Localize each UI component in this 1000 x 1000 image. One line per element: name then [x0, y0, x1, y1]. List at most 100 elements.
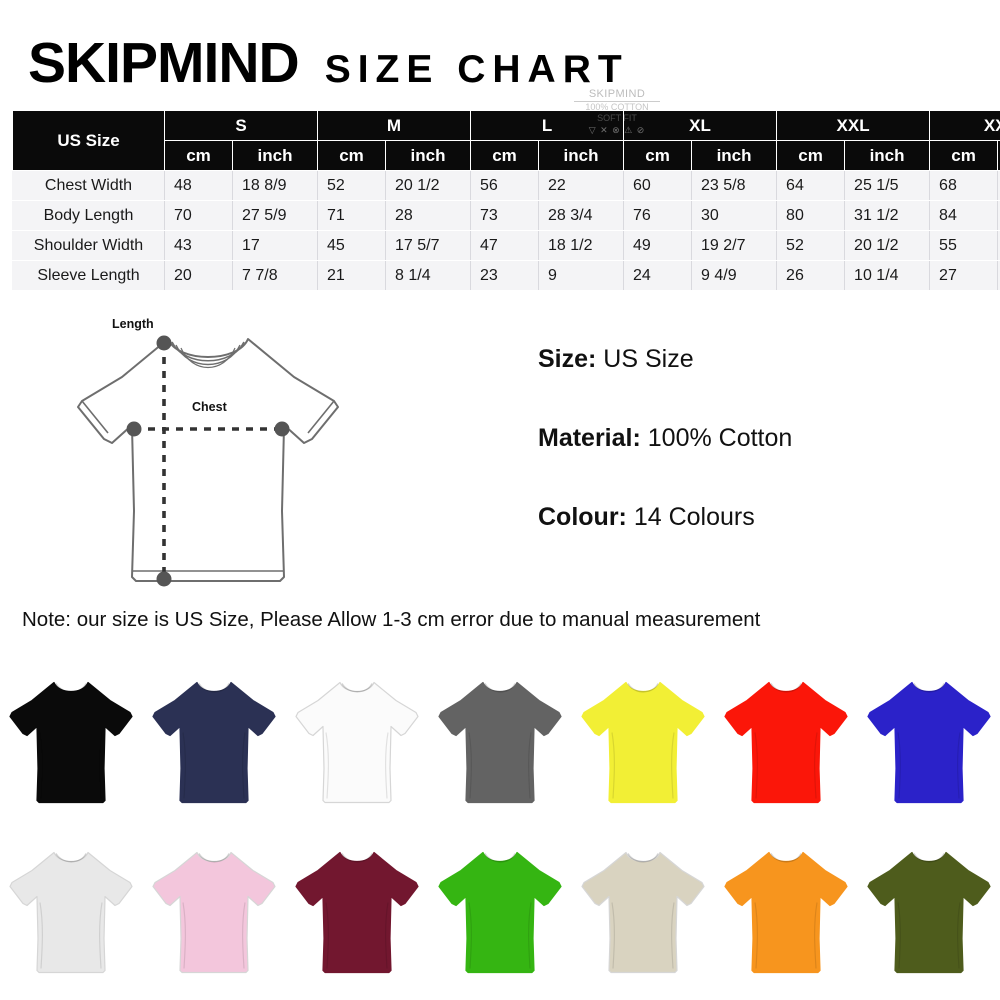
brand-title: SKIPMIND: [28, 31, 300, 95]
spec-material-value: 100% Cotton: [640, 424, 793, 452]
colour-swatch-navy[interactable]: [143, 660, 286, 825]
table-cell: 19 2/7: [691, 230, 778, 261]
table-cell: 20: [164, 260, 233, 291]
page-title: SIZE CHART: [324, 48, 629, 91]
table-cell: 23 5/8: [691, 170, 778, 201]
table-cell: 25 1/5: [844, 170, 931, 201]
table-unit-header-s-inch: inch: [232, 140, 318, 171]
table-cell: 7 7/8: [232, 260, 318, 291]
tshirt-icon: [438, 681, 562, 804]
table-cell: 30: [691, 200, 778, 231]
table-cell: 73: [470, 200, 540, 231]
table-header-row-units: cminchcminchcminchcminchcminchcminch: [13, 140, 1000, 171]
spec-material: Material: 100% Cotton: [538, 424, 998, 453]
colour-swatch-maroon[interactable]: [286, 830, 429, 995]
colour-swatch-black[interactable]: [0, 660, 143, 825]
table-cell: 56: [470, 170, 540, 201]
table-row: Shoulder Width 43 17 45 17 5/7 47 18 1/2 49 19 2…: [12, 230, 1000, 261]
table-cell: 17: [232, 230, 318, 261]
table-cell: 45: [317, 230, 386, 261]
size-chart-table: US Size SMLXLXXLXXXL cminchcminchcminchc…: [12, 110, 1000, 291]
table-row-label: Sleeve Length: [12, 260, 165, 291]
table-cell: 10 1/4: [844, 260, 931, 291]
colour-swatch-green[interactable]: [429, 830, 572, 995]
tshirt-icon: [581, 851, 705, 974]
table-cell: 84: [929, 200, 999, 231]
table-cell: 49: [623, 230, 693, 261]
table-size-header-m: M: [316, 110, 472, 141]
table-cell: 27: [929, 260, 999, 291]
table-cell: 21: [317, 260, 386, 291]
table-cell: 76: [623, 200, 693, 231]
table-unit-header-xxl-inch: inch: [844, 140, 931, 171]
table-unit-header-l-cm: cm: [470, 140, 540, 171]
table-cell: 43: [164, 230, 233, 261]
table-cell: 71: [317, 200, 386, 231]
page-header: SKIPMIND SIZE CHART: [0, 14, 1000, 92]
tshirt-icon: [438, 851, 562, 974]
table-size-header-xxl: XXL: [776, 110, 931, 141]
colour-swatch-sport-grey[interactable]: [0, 830, 143, 995]
table-cell: 26: [776, 260, 846, 291]
table-cell: 22: [538, 170, 625, 201]
colour-swatch-sand[interactable]: [571, 830, 714, 995]
colour-swatch-light-pink[interactable]: [143, 830, 286, 995]
table-cell: 48: [164, 170, 233, 201]
table-row-label: Chest Width: [12, 170, 165, 201]
tshirt-icon: [9, 681, 134, 804]
table-cell: 18 8/9: [232, 170, 318, 201]
colour-swatch-yellow[interactable]: [571, 660, 714, 825]
spec-size-value: US Size: [596, 345, 694, 373]
tshirt-icon: [152, 851, 276, 974]
table-body: Chest Width 48 18 8/9 52 20 1/2 56 22 60 23 5/8 6…: [12, 170, 1000, 291]
table-cell: 52: [317, 170, 386, 201]
table-cell: 8 1/4: [384, 260, 472, 291]
table-row-label: Shoulder Width: [12, 230, 165, 261]
table-cell: 55: [929, 230, 999, 261]
table-size-header-xl: XL: [623, 110, 778, 141]
colour-swatch-red[interactable]: [714, 660, 857, 825]
table-size-header-xxxl: XXXL: [929, 110, 1000, 141]
table-row: Sleeve Length 20 7 7/8 21 8 1/4 23 9 24 9 4/9 26 1…: [12, 260, 1000, 291]
table-cell: 20 1/2: [384, 170, 472, 201]
table-cell: 52: [776, 230, 846, 261]
product-specs: Size: US Size Material: 100% Cotton Colo…: [538, 345, 998, 582]
table-cell: 17 5/7: [384, 230, 472, 261]
table-corner-label: US Size: [12, 110, 165, 171]
table-cell: 9 4/9: [691, 260, 778, 291]
colour-swatch-blue[interactable]: [857, 660, 1000, 825]
table-cell: 31 1/2: [844, 200, 931, 231]
table-cell: 64: [776, 170, 846, 201]
colour-swatch-dark-grey[interactable]: [429, 660, 572, 825]
tshirt-icon: [866, 681, 991, 804]
table-cell: 68: [929, 170, 999, 201]
table-unit-header-m-cm: cm: [317, 140, 386, 171]
spec-size: Size: US Size: [538, 345, 998, 374]
table-unit-header-l-inch: inch: [538, 140, 625, 171]
tshirt-icon: [295, 681, 419, 804]
table-unit-header-xxl-cm: cm: [776, 140, 846, 171]
table-cell: 28: [384, 200, 472, 231]
colour-swatch-white[interactable]: [286, 660, 429, 825]
table-unit-header-s-cm: cm: [164, 140, 233, 171]
spec-colour-key: Colour:: [538, 503, 627, 531]
colour-swatch-orange[interactable]: [714, 830, 857, 995]
table-header-row-sizes: US Size SMLXLXXLXXXL: [12, 110, 1000, 171]
table-cell: 80: [776, 200, 846, 231]
table-header: US Size SMLXLXXLXXXL cminchcminchcminchc…: [12, 110, 1000, 171]
table-row-label: Body Length: [12, 200, 165, 231]
table-cell: 24: [623, 260, 693, 291]
table-size-header-l: L: [470, 110, 625, 141]
table-row: Chest Width 48 18 8/9 52 20 1/2 56 22 60 23 5/8 6…: [12, 170, 1000, 201]
table-unit-header-xl-cm: cm: [623, 140, 693, 171]
colour-swatch-olive[interactable]: [857, 830, 1000, 995]
chest-dimension-label: Chest: [192, 400, 227, 414]
spec-size-key: Size:: [538, 345, 597, 373]
table-cell: 20 1/2: [844, 230, 931, 261]
table-cell: 47: [470, 230, 540, 261]
length-dimension-label: Length: [112, 317, 154, 331]
table-unit-header-m-inch: inch: [384, 140, 472, 171]
colour-swatch-grid: [0, 660, 1000, 1000]
table-cell: 18 1/2: [538, 230, 625, 261]
tshirt-icon: [581, 681, 705, 804]
